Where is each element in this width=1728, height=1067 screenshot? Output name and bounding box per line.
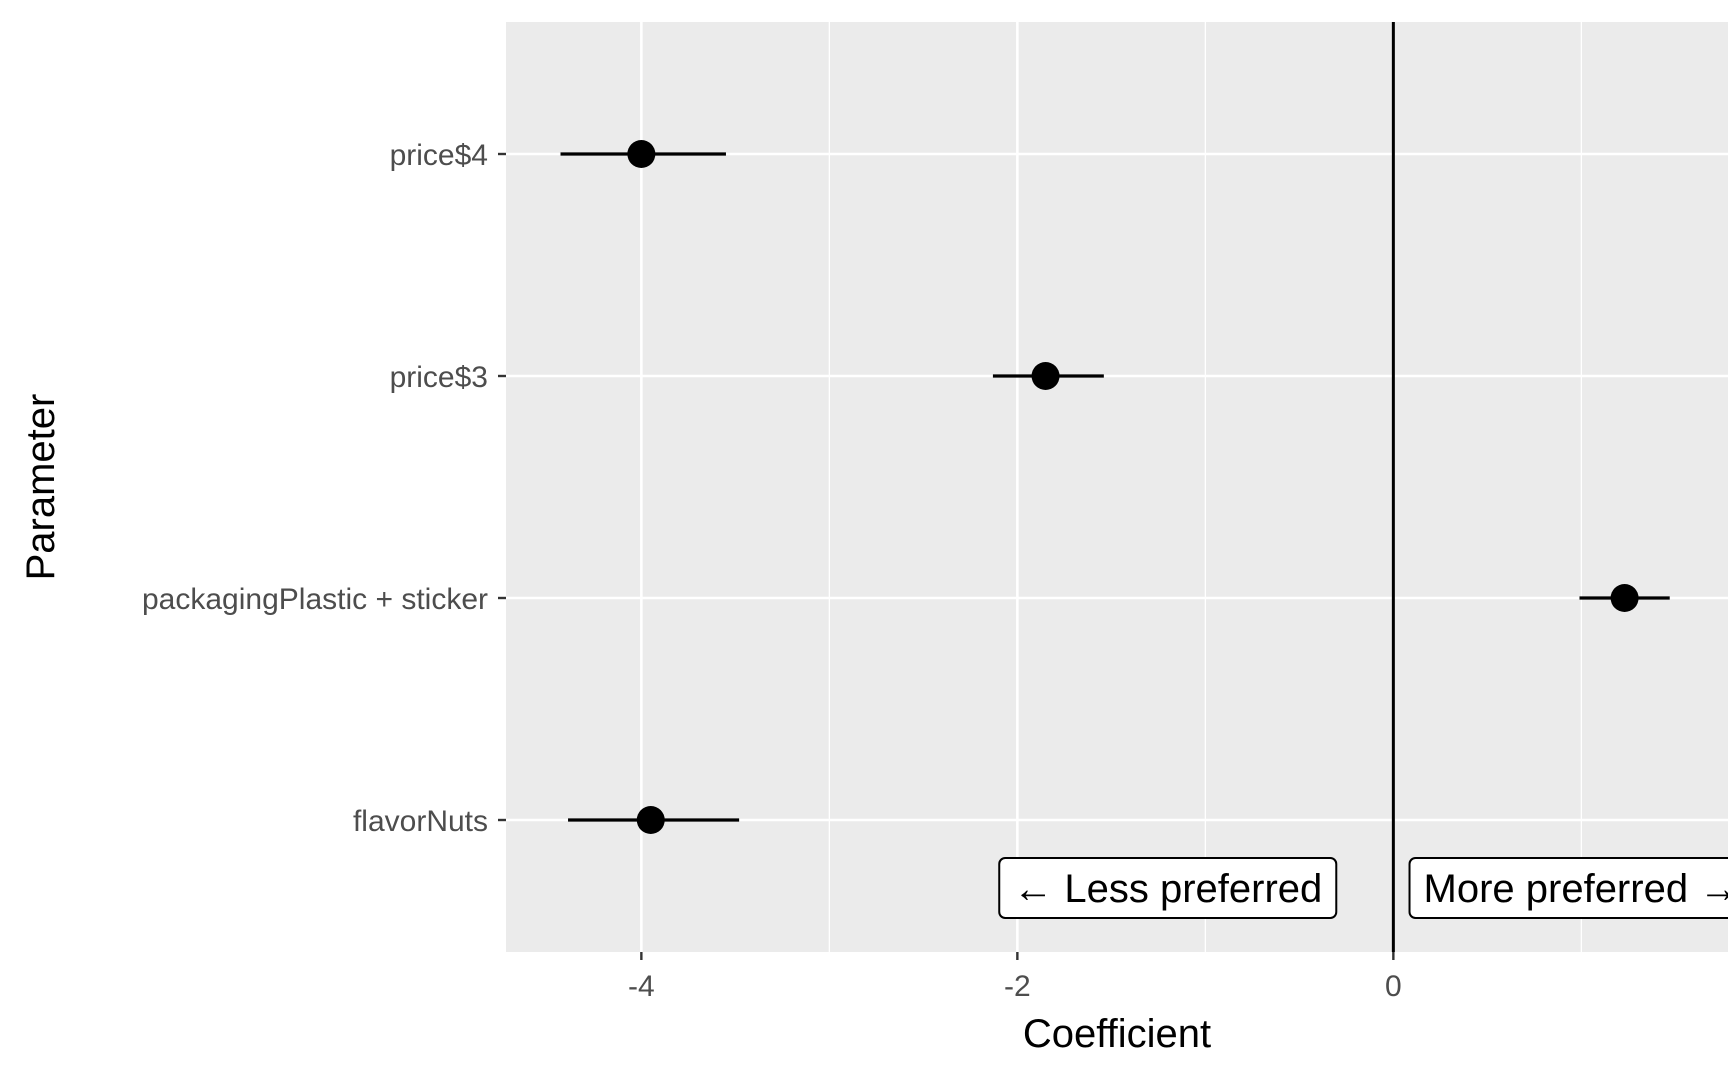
x-tick-label: -2 xyxy=(1004,970,1031,1003)
y-tick-label: packagingPlastic + sticker xyxy=(142,583,488,616)
estimate-point xyxy=(636,806,665,834)
estimates-layer xyxy=(560,140,1670,834)
estimate-point xyxy=(1610,584,1639,612)
annotation-label: ← Less preferred xyxy=(998,857,1338,919)
y-axis-title: Parameter xyxy=(19,394,63,581)
annotation-box xyxy=(1408,857,1728,919)
annotation-text: More preferred → xyxy=(1424,867,1728,911)
annotation-label: More preferred → xyxy=(1408,857,1728,919)
x-tick-label: 0 xyxy=(1385,970,1402,1003)
x-tick-label: -4 xyxy=(628,970,655,1003)
x-axis-title: Coefficient xyxy=(1023,1012,1211,1056)
y-tick-label: flavorNuts xyxy=(353,805,488,838)
estimate-point xyxy=(1031,362,1060,390)
annotation-text: ← Less preferred xyxy=(1013,867,1322,911)
plot-panel xyxy=(506,22,1728,952)
y-tick-label: price$3 xyxy=(390,361,488,394)
axes: -4 -2 0 price$4 price$3 packagingPlastic + st… xyxy=(142,139,1402,1003)
estimate-point xyxy=(627,140,656,168)
y-tick-label: price$4 xyxy=(390,139,488,172)
annotation-layer: ← Less preferred More preferred → xyxy=(998,857,1728,919)
annotation-box xyxy=(998,857,1338,919)
